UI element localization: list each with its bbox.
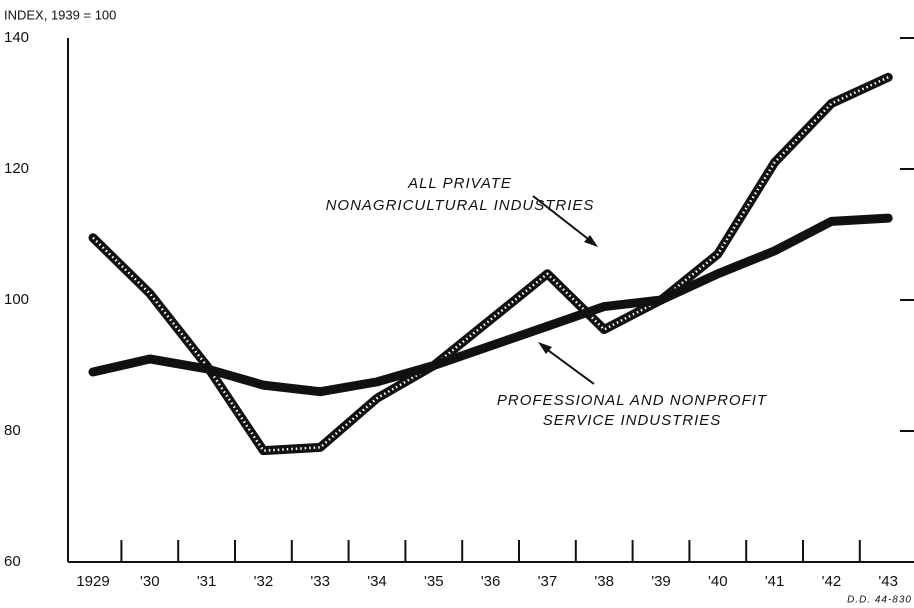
- series-dots: [92, 76, 889, 452]
- x-tick-label: '30: [140, 573, 160, 590]
- annotation: SERVICE INDUSTRIES: [543, 412, 722, 429]
- arrow: [544, 347, 595, 385]
- x-tick-label: '40: [708, 573, 728, 590]
- y-axis-label: INDEX, 1939 = 100: [4, 7, 116, 22]
- x-tick-label: '35: [424, 573, 444, 590]
- x-tick-label: '39: [651, 573, 671, 590]
- arrowhead: [538, 342, 552, 354]
- x-tick-label: 1929: [76, 573, 109, 590]
- x-tick-label: '42: [822, 573, 842, 590]
- annotation: ALL PRIVATE: [407, 175, 512, 192]
- x-tick-label: '43: [878, 573, 898, 590]
- x-tick-label: '41: [765, 573, 785, 590]
- annotation: PROFESSIONAL AND NONPROFIT: [497, 392, 768, 409]
- series-line: [88, 72, 893, 456]
- x-tick-label: '33: [310, 573, 330, 590]
- y-tick-label: 120: [4, 160, 29, 177]
- x-tick-label: '36: [481, 573, 501, 590]
- x-tick-label: '31: [197, 573, 217, 590]
- x-tick-label: '32: [254, 573, 274, 590]
- x-tick-label: '37: [538, 573, 558, 590]
- y-tick-label: 60: [4, 553, 21, 570]
- annotation: NONAGRICULTURAL INDUSTRIES: [326, 197, 595, 214]
- y-tick-label: 100: [4, 291, 29, 308]
- x-tick-label: '38: [594, 573, 614, 590]
- x-tick-label: '34: [367, 573, 387, 590]
- series-line: [88, 213, 893, 397]
- footnote: D.D. 44-830: [847, 595, 912, 606]
- y-tick-label: 140: [4, 29, 29, 46]
- arrowhead: [584, 235, 598, 247]
- arrow: [532, 195, 593, 243]
- y-tick-label: 80: [4, 422, 21, 439]
